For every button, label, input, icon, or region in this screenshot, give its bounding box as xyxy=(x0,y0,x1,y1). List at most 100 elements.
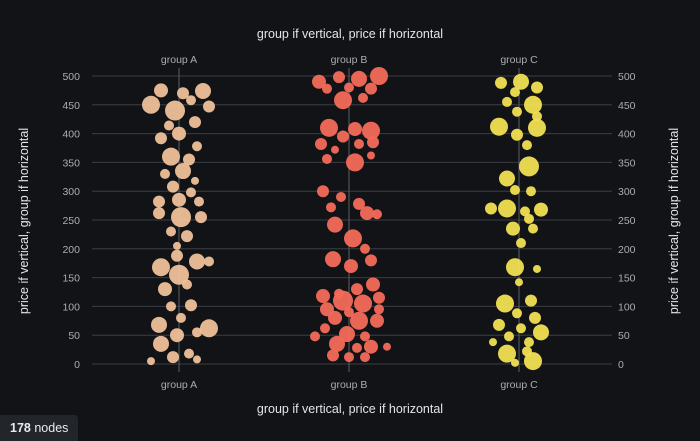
data-point[interactable] xyxy=(327,349,339,362)
data-point[interactable] xyxy=(192,141,202,152)
data-point[interactable] xyxy=(526,186,536,197)
data-point[interactable] xyxy=(317,185,329,198)
data-point[interactable] xyxy=(529,311,541,324)
data-point[interactable] xyxy=(334,91,352,110)
data-point[interactable] xyxy=(176,312,186,323)
data-point[interactable] xyxy=(344,352,354,363)
data-point[interactable] xyxy=(528,118,546,137)
data-point[interactable] xyxy=(182,279,192,290)
data-point[interactable] xyxy=(485,202,497,215)
data-point[interactable] xyxy=(200,319,218,338)
data-point[interactable] xyxy=(316,289,330,304)
data-point[interactable] xyxy=(173,241,181,250)
data-point[interactable] xyxy=(162,147,180,166)
data-point[interactable] xyxy=(344,229,362,248)
data-point[interactable] xyxy=(374,304,384,315)
data-point[interactable] xyxy=(489,338,497,347)
data-point[interactable] xyxy=(511,358,519,367)
data-point[interactable] xyxy=(515,278,523,287)
data-point[interactable] xyxy=(370,67,388,85)
data-point[interactable] xyxy=(354,294,372,313)
data-point[interactable] xyxy=(158,282,172,297)
data-point[interactable] xyxy=(191,176,199,185)
data-point[interactable] xyxy=(333,290,353,311)
data-point[interactable] xyxy=(153,195,165,208)
data-point[interactable] xyxy=(167,180,179,193)
data-point[interactable] xyxy=(155,132,167,145)
data-point[interactable] xyxy=(533,324,549,341)
data-point[interactable] xyxy=(493,318,505,331)
data-point[interactable] xyxy=(510,87,520,98)
data-point[interactable] xyxy=(147,357,155,366)
data-point[interactable] xyxy=(344,307,354,318)
data-point[interactable] xyxy=(312,74,326,89)
data-point[interactable] xyxy=(320,118,338,137)
data-point[interactable] xyxy=(367,151,375,160)
data-point[interactable] xyxy=(346,153,364,172)
data-point[interactable] xyxy=(353,197,365,210)
data-point[interactable] xyxy=(142,95,160,114)
data-point[interactable] xyxy=(360,331,370,342)
data-point[interactable] xyxy=(169,264,189,285)
data-point[interactable] xyxy=(499,170,515,187)
data-point[interactable] xyxy=(192,327,202,338)
data-point[interactable] xyxy=(524,95,542,114)
data-point[interactable] xyxy=(506,221,520,236)
data-point[interactable] xyxy=(329,335,345,352)
data-point[interactable] xyxy=(195,211,207,224)
data-point[interactable] xyxy=(165,100,185,121)
data-point[interactable] xyxy=(322,83,332,94)
data-point[interactable] xyxy=(360,243,370,254)
data-point[interactable] xyxy=(516,238,526,249)
data-point[interactable] xyxy=(364,339,378,354)
data-point[interactable] xyxy=(534,202,548,217)
data-point[interactable] xyxy=(351,70,367,87)
data-point[interactable] xyxy=(365,254,377,267)
data-point[interactable] xyxy=(175,163,191,180)
data-point[interactable] xyxy=(171,249,183,262)
data-point[interactable] xyxy=(354,138,364,149)
data-point[interactable] xyxy=(520,206,530,217)
data-point[interactable] xyxy=(370,313,384,328)
data-point[interactable] xyxy=(525,294,537,307)
data-point[interactable] xyxy=(513,73,529,90)
data-point[interactable] xyxy=(524,337,534,348)
data-point[interactable] xyxy=(152,258,170,277)
data-point[interactable] xyxy=(172,192,186,207)
data-point[interactable] xyxy=(522,140,532,151)
data-point[interactable] xyxy=(490,117,508,136)
data-point[interactable] xyxy=(516,323,526,334)
data-point[interactable] xyxy=(166,301,176,312)
data-point[interactable] xyxy=(166,226,176,237)
data-point[interactable] xyxy=(383,342,391,351)
data-point[interactable] xyxy=(498,199,516,218)
data-point[interactable] xyxy=(333,71,345,84)
data-point[interactable] xyxy=(172,126,186,141)
data-point[interactable] xyxy=(171,207,191,228)
data-point[interactable] xyxy=(328,310,342,325)
data-point[interactable] xyxy=(495,76,507,89)
data-point[interactable] xyxy=(524,213,534,224)
data-point[interactable] xyxy=(519,156,539,177)
data-point[interactable] xyxy=(204,256,214,267)
data-point[interactable] xyxy=(320,323,330,334)
data-point[interactable] xyxy=(164,120,174,131)
data-point[interactable] xyxy=(511,128,523,141)
data-point[interactable] xyxy=(498,344,516,363)
data-point[interactable] xyxy=(203,100,215,113)
data-point[interactable] xyxy=(325,251,341,268)
data-point[interactable] xyxy=(532,111,542,122)
data-point[interactable] xyxy=(185,299,197,312)
data-point[interactable] xyxy=(186,95,196,106)
data-point[interactable] xyxy=(336,191,346,202)
data-point[interactable] xyxy=(195,82,211,99)
data-point[interactable] xyxy=(506,258,524,277)
data-point[interactable] xyxy=(193,355,201,364)
data-point[interactable] xyxy=(167,351,179,364)
data-point[interactable] xyxy=(533,264,541,273)
data-point[interactable] xyxy=(360,206,374,221)
data-point[interactable] xyxy=(183,153,195,166)
data-point[interactable] xyxy=(189,253,205,270)
data-point[interactable] xyxy=(151,316,167,333)
data-point[interactable] xyxy=(170,328,184,343)
